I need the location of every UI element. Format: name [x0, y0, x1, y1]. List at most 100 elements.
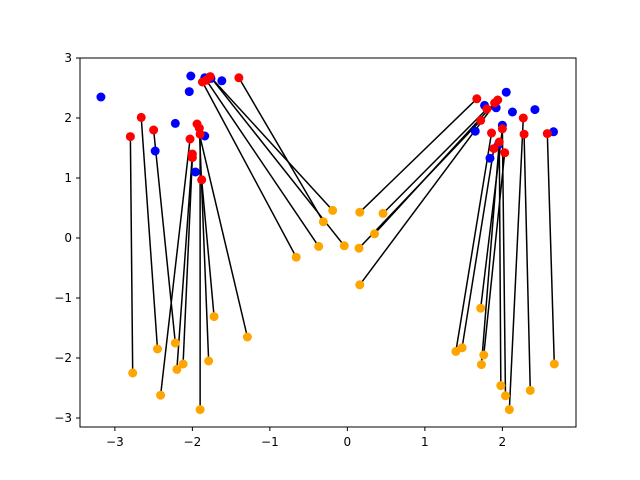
- blue-point: [485, 153, 495, 163]
- red-point: [482, 104, 492, 114]
- blue-point: [530, 105, 540, 115]
- connector-line: [359, 98, 478, 213]
- orange-point: [178, 359, 188, 369]
- orange-point: [549, 359, 559, 369]
- orange-point: [525, 385, 535, 395]
- plot-frame: [79, 57, 577, 428]
- orange-point: [170, 338, 180, 348]
- red-point: [234, 73, 244, 83]
- red-point: [497, 124, 507, 134]
- y-tick-label: 1: [64, 171, 72, 185]
- y-axis: −3 −2 −1 0 1 2 3: [54, 51, 80, 425]
- y-tick-label: −1: [54, 291, 72, 305]
- red-point: [205, 72, 215, 82]
- blue-point: [96, 92, 106, 102]
- connector-line: [238, 77, 324, 223]
- orange-point: [172, 364, 182, 374]
- red-point: [185, 134, 195, 144]
- connector-line: [461, 148, 495, 348]
- connector-line: [140, 117, 159, 350]
- y-tick-label: 0: [64, 231, 72, 245]
- orange-point: [355, 207, 365, 217]
- red-point: [487, 128, 497, 138]
- x-tick-label: 1: [421, 435, 429, 449]
- connector-line: [382, 108, 488, 214]
- y-tick-label: −2: [54, 351, 72, 365]
- orange-point: [479, 350, 489, 360]
- blue-point: [507, 107, 517, 117]
- blue-point: [501, 87, 511, 97]
- orange-point: [242, 332, 252, 342]
- orange-point: [153, 344, 162, 354]
- red-point: [125, 132, 135, 142]
- orange-point: [204, 356, 214, 366]
- x-tick-label: −1: [261, 435, 279, 449]
- orange-point: [354, 243, 364, 253]
- connector-line: [198, 128, 210, 362]
- connector-line: [205, 79, 320, 247]
- connector-line: [523, 134, 532, 391]
- red-point: [542, 129, 552, 139]
- connector-line: [508, 117, 525, 410]
- connector-line: [200, 179, 215, 317]
- x-tick-label: 2: [499, 435, 507, 449]
- orange-point: [355, 280, 365, 290]
- x-axis: −3 −2 −1 0 1 2: [106, 427, 506, 449]
- orange-point: [209, 312, 219, 322]
- red-point: [472, 94, 482, 104]
- plot-area: [80, 58, 576, 427]
- blue-point: [186, 71, 196, 81]
- red-point: [476, 115, 486, 125]
- blue-point: [217, 76, 227, 86]
- connector-line: [501, 128, 507, 396]
- blue-point: [150, 146, 160, 156]
- red-point: [500, 148, 510, 158]
- blue-point: [470, 126, 480, 136]
- orange-point: [291, 252, 301, 262]
- connector-line: [201, 81, 297, 258]
- connector-line: [159, 138, 191, 396]
- blue-point: [190, 167, 200, 177]
- orange-point: [156, 390, 166, 400]
- orange-point: [314, 241, 324, 251]
- orange-point: [378, 208, 388, 218]
- orange-point: [328, 205, 338, 215]
- connector-line: [498, 141, 502, 386]
- orange-point: [476, 360, 486, 370]
- red-point: [149, 125, 159, 135]
- y-tick-label: −3: [54, 411, 72, 425]
- connector-line: [196, 123, 249, 338]
- data-points: [96, 71, 559, 415]
- orange-point: [496, 381, 506, 391]
- connector-line: [152, 129, 177, 344]
- orange-point: [504, 405, 514, 415]
- red-point: [195, 129, 205, 139]
- connector-line: [129, 136, 134, 374]
- orange-point: [128, 368, 138, 378]
- connector-line: [455, 132, 493, 352]
- x-tick-label: −3: [106, 435, 124, 449]
- orange-point: [500, 391, 510, 401]
- red-point: [489, 144, 499, 154]
- blue-point: [170, 118, 180, 128]
- orange-point: [476, 303, 486, 313]
- red-point: [136, 112, 146, 122]
- orange-point: [195, 405, 205, 415]
- y-tick-label: 3: [64, 51, 72, 65]
- connector-line: [483, 152, 506, 356]
- red-point: [518, 113, 528, 123]
- y-tick-label: 2: [64, 111, 72, 125]
- red-point: [187, 153, 197, 163]
- connector-line: [209, 76, 334, 211]
- orange-point: [339, 241, 349, 251]
- red-point: [493, 95, 503, 105]
- orange-point: [318, 217, 328, 227]
- connector-line: [176, 153, 194, 370]
- red-point: [494, 137, 504, 147]
- blue-point: [184, 87, 194, 97]
- red-point: [197, 175, 207, 185]
- connector-line: [182, 157, 194, 365]
- orange-point: [370, 229, 379, 239]
- x-tick-label: 0: [344, 435, 352, 449]
